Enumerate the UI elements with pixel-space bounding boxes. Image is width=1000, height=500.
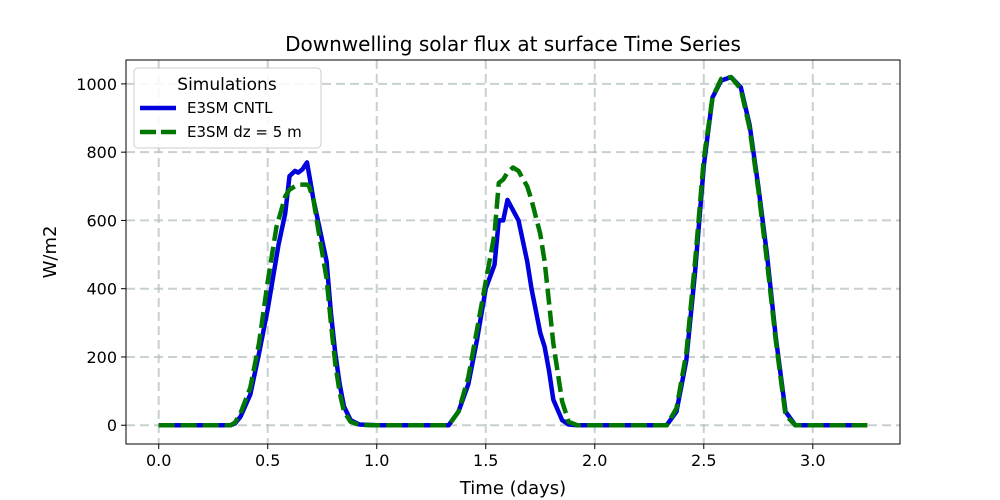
x-tick-label: 1.0 (364, 451, 389, 470)
x-tick-label: 1.5 (473, 451, 498, 470)
legend-box (133, 67, 322, 149)
legend-label-dz5: E3SM dz = 5 m (187, 123, 302, 141)
plot-frame (125, 59, 901, 445)
y-tick-label: 600 (86, 211, 117, 230)
axis-ticks: 0.0 0.5 1.0 1.5 2.0 2.5 3.0 0 200 400 600 800 1000 (76, 75, 825, 470)
legend-title: Simulations (177, 75, 277, 95)
y-tick-label: 400 (86, 280, 117, 299)
x-tick-label: 2.5 (691, 451, 716, 470)
y-tick-label: 800 (86, 143, 117, 162)
y-tick-label: 1000 (76, 75, 117, 94)
y-tick-label: 200 (86, 348, 117, 367)
series-line-e3sm-dz-5m (158, 74, 868, 428)
legend: Simulations E3SM CNTL E3SM dz = 5 m (133, 67, 322, 149)
chart-title: Downwelling solar flux at surface Time S… (285, 32, 741, 56)
x-axis-label: Time (days) (459, 478, 566, 499)
x-tick-label: 2.0 (582, 451, 607, 470)
x-tick-label: 3.0 (800, 451, 825, 470)
legend-label-cntl: E3SM CNTL (187, 99, 273, 117)
y-axis-label: W/m2 (40, 226, 61, 279)
series-lines (158, 74, 868, 428)
y-tick-label: 0 (107, 416, 117, 435)
x-tick-label: 0.5 (255, 451, 280, 470)
x-tick-label: 0.0 (146, 451, 171, 470)
